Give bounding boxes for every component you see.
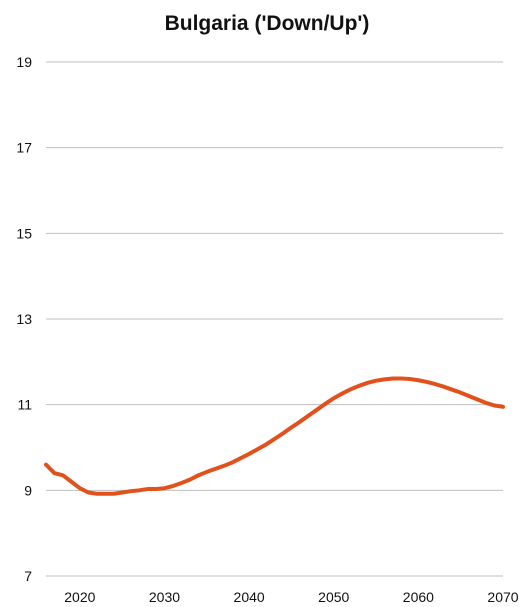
x-tick-label: 2050	[318, 589, 349, 605]
chart-title: Bulgaria ('Down/Up')	[165, 12, 370, 35]
series-line-0	[44, 376, 505, 496]
x-tick-label: 2030	[149, 589, 180, 605]
x-tick-label: 2070	[487, 589, 518, 605]
x-axis-ticks: 2020 2030 2040 2050 2060 2070	[64, 589, 519, 605]
y-tick-label: 11	[17, 397, 32, 413]
y-tick-label: 13	[16, 311, 32, 327]
y-tick-label: 17	[16, 140, 32, 156]
x-tick-label: 2040	[234, 589, 265, 605]
series-layer	[44, 376, 505, 496]
y-tick-label: 15	[16, 225, 32, 241]
x-tick-label: 2060	[403, 589, 434, 605]
y-tick-label: 19	[16, 54, 32, 70]
y-axis-ticks: 7 9 11 13 15 17 19	[16, 54, 32, 584]
x-tick-label: 2020	[64, 589, 95, 605]
gridlines	[46, 61, 503, 577]
y-tick-label: 7	[24, 568, 32, 584]
y-tick-label: 9	[24, 482, 32, 498]
